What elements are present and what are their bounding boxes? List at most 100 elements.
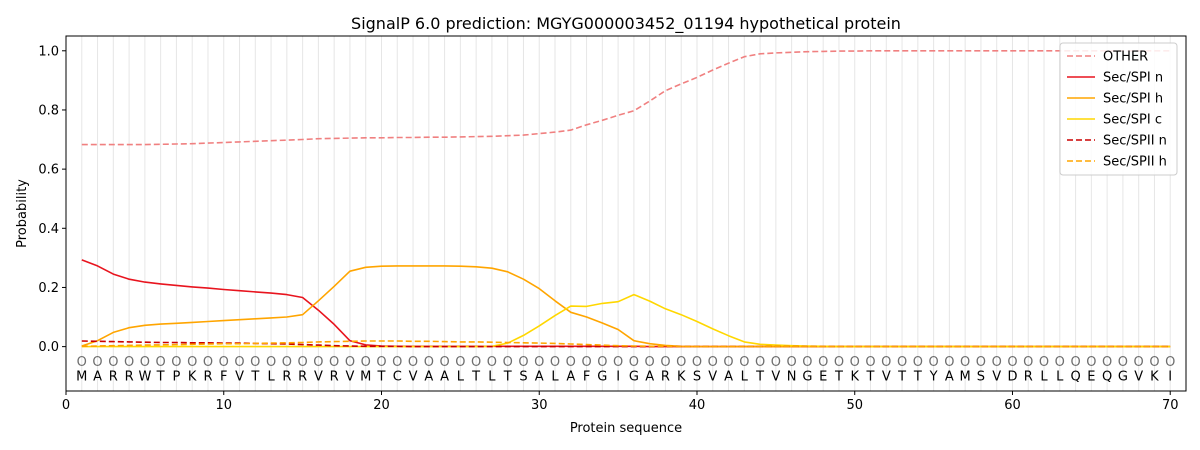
sequence-residue: V <box>409 370 418 385</box>
x-tick-label: 20 <box>373 398 390 413</box>
sequence-residue: L <box>267 370 275 385</box>
sequence-residue: A <box>440 370 449 385</box>
sequence-marker: O <box>298 355 308 370</box>
sequence-residue: R <box>109 370 118 385</box>
sequence-marker: O <box>503 355 513 370</box>
sequence-marker: O <box>550 355 560 370</box>
sequence-marker: O <box>92 355 102 370</box>
sequence-residue: T <box>471 370 480 385</box>
y-axis-ticks: 0.0 0.2 0.4 0.6 0.8 1.0 <box>38 44 66 355</box>
sequence-residue: S <box>977 370 985 385</box>
sequence-residue: Q <box>1102 370 1112 385</box>
sequence-marker: O <box>1165 355 1175 370</box>
legend-label: Sec/SPII h <box>1103 155 1167 170</box>
sequence-marker: O <box>928 355 938 370</box>
sequence-residue: T <box>503 370 512 385</box>
sequence-residue: Y <box>929 370 938 385</box>
sequence-residue: I <box>1168 370 1172 385</box>
sequence-residue: R <box>282 370 291 385</box>
sequence-marker: O <box>1086 355 1096 370</box>
sequence-marker: O <box>897 355 907 370</box>
sequence-residue: V <box>235 370 244 385</box>
sequence-residue: R <box>298 370 307 385</box>
sequence-residue: V <box>345 370 354 385</box>
sequence-marker: O <box>660 355 670 370</box>
sequence-residue: V <box>708 370 717 385</box>
series-line <box>81 49 1171 146</box>
sequence-marker: O <box>944 355 954 370</box>
sequence-marker: O <box>787 355 797 370</box>
sequence-residue: K <box>850 370 859 385</box>
sequence-residue: V <box>992 370 1001 385</box>
sequence-marker: O <box>755 355 765 370</box>
sequence-residue: T <box>156 370 165 385</box>
sequence-marker: O <box>1039 355 1049 370</box>
sequence-residue: E <box>1087 370 1095 385</box>
sequence-marker: O <box>865 355 875 370</box>
sequence-residue: P <box>173 370 181 385</box>
sequence-residue: K <box>1150 370 1159 385</box>
sequence-residue: F <box>220 370 227 385</box>
y-tick-label: 0.0 <box>38 340 59 355</box>
sequence-residue: R <box>203 370 212 385</box>
legend: OTHER Sec/SPI n Sec/SPI h Sec/SPI c Sec/SPII… <box>1059 42 1178 176</box>
sequence-marker: O <box>723 355 733 370</box>
sequence-marker: O <box>140 355 150 370</box>
sequence-marker: O <box>645 355 655 370</box>
sequence-residue: R <box>125 370 134 385</box>
sequence-residue: F <box>583 370 590 385</box>
sequence-marker: O <box>692 355 702 370</box>
sequence-residue: A <box>93 370 102 385</box>
sequence-marker: O <box>156 355 166 370</box>
sequence-residue: A <box>424 370 433 385</box>
sequence-marker: O <box>313 355 323 370</box>
sequence-marker: O <box>597 355 607 370</box>
sequence-marker: O <box>424 355 434 370</box>
legend-label: Sec/SPI c <box>1103 113 1162 128</box>
sequence-residue: L <box>1040 370 1048 385</box>
sequence-marker: O <box>282 355 292 370</box>
sequence-marker: O <box>518 355 528 370</box>
sequence-marker: O <box>376 355 386 370</box>
sequence-marker: O <box>676 355 686 370</box>
sequence-marker: O <box>1118 355 1128 370</box>
sequence-residue: N <box>787 370 797 385</box>
sequence-marker: O <box>613 355 623 370</box>
series-lines <box>81 49 1171 348</box>
sequence-residue: V <box>771 370 780 385</box>
sequence-marker: O <box>960 355 970 370</box>
y-axis-label: Probability <box>15 179 30 248</box>
sequence-marker: O <box>187 355 197 370</box>
sequence-marker: O <box>1007 355 1017 370</box>
sequence-residue: S <box>519 370 527 385</box>
sequence-residue: T <box>897 370 906 385</box>
sequence-marker: O <box>487 355 497 370</box>
sequence-residue: K <box>677 370 686 385</box>
sequence-marker: O <box>124 355 134 370</box>
sequence-marker: O <box>976 355 986 370</box>
legend-label: Sec/SPI n <box>1103 71 1163 86</box>
sequence-residue: G <box>802 370 812 385</box>
sequence-residue: R <box>661 370 670 385</box>
sequence-marker: O <box>108 355 118 370</box>
sequence-marker: O <box>802 355 812 370</box>
sequence-residue: L <box>1056 370 1064 385</box>
sequence-marker: O <box>171 355 181 370</box>
sequence-marker: O <box>439 355 449 370</box>
sequence-residue: L <box>457 370 465 385</box>
chart-title: SignalP 6.0 prediction: MGYG000003452_01… <box>351 14 901 34</box>
sequence-marker: O <box>708 355 718 370</box>
sequence-residue: L <box>741 370 749 385</box>
sequence-marker: O <box>881 355 891 370</box>
sequence-residue: D <box>1007 370 1017 385</box>
sequence-marker: O <box>361 355 371 370</box>
sequence-residue: A <box>535 370 544 385</box>
x-tick-label: 30 <box>531 398 548 413</box>
y-tick-label: 0.8 <box>38 103 59 118</box>
plot-frame <box>65 35 1187 392</box>
sequence-marker: O <box>834 355 844 370</box>
sequence-residue: G <box>1118 370 1128 385</box>
grid-lines <box>81 36 1171 391</box>
sequence-residue: M <box>960 370 971 385</box>
